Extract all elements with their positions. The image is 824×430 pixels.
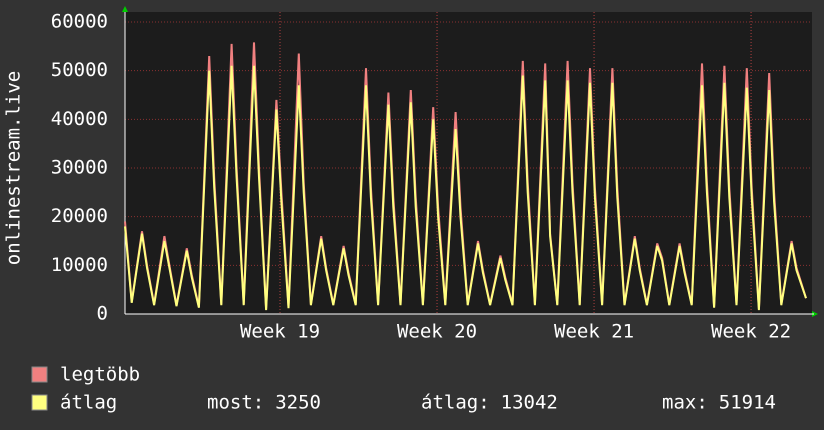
y-tick-label: 30000 [51, 157, 108, 179]
legend-swatch [31, 394, 48, 411]
legend-swatch [31, 366, 48, 383]
stat-value: 3250 [275, 392, 321, 414]
stat-label: most: [207, 392, 264, 414]
stat-value: 13042 [501, 392, 558, 414]
x-tick-label: Week 19 [240, 321, 320, 343]
axis-arrow [812, 311, 818, 317]
legend-label: átlag [60, 392, 117, 414]
x-tick-label: Week 22 [711, 321, 791, 343]
stat-label: max: [662, 392, 708, 414]
axis-arrow [122, 6, 128, 12]
y-tick-label: 50000 [51, 59, 108, 81]
y-tick-label: 10000 [51, 254, 108, 276]
series-line [124, 65, 807, 311]
y-tick-label: 60000 [51, 11, 108, 33]
y-tick-label: 20000 [51, 205, 108, 227]
stat-label: átlag: [421, 392, 490, 414]
stat-value: 51914 [719, 392, 776, 414]
x-tick-label: Week 21 [554, 321, 634, 343]
legend-label: legtöbb [60, 364, 140, 386]
y-axis-label: onlinestream.live [3, 71, 25, 265]
y-tick-label: 40000 [51, 108, 108, 130]
y-tick-label: 0 [97, 303, 108, 325]
x-tick-label: Week 20 [397, 321, 477, 343]
